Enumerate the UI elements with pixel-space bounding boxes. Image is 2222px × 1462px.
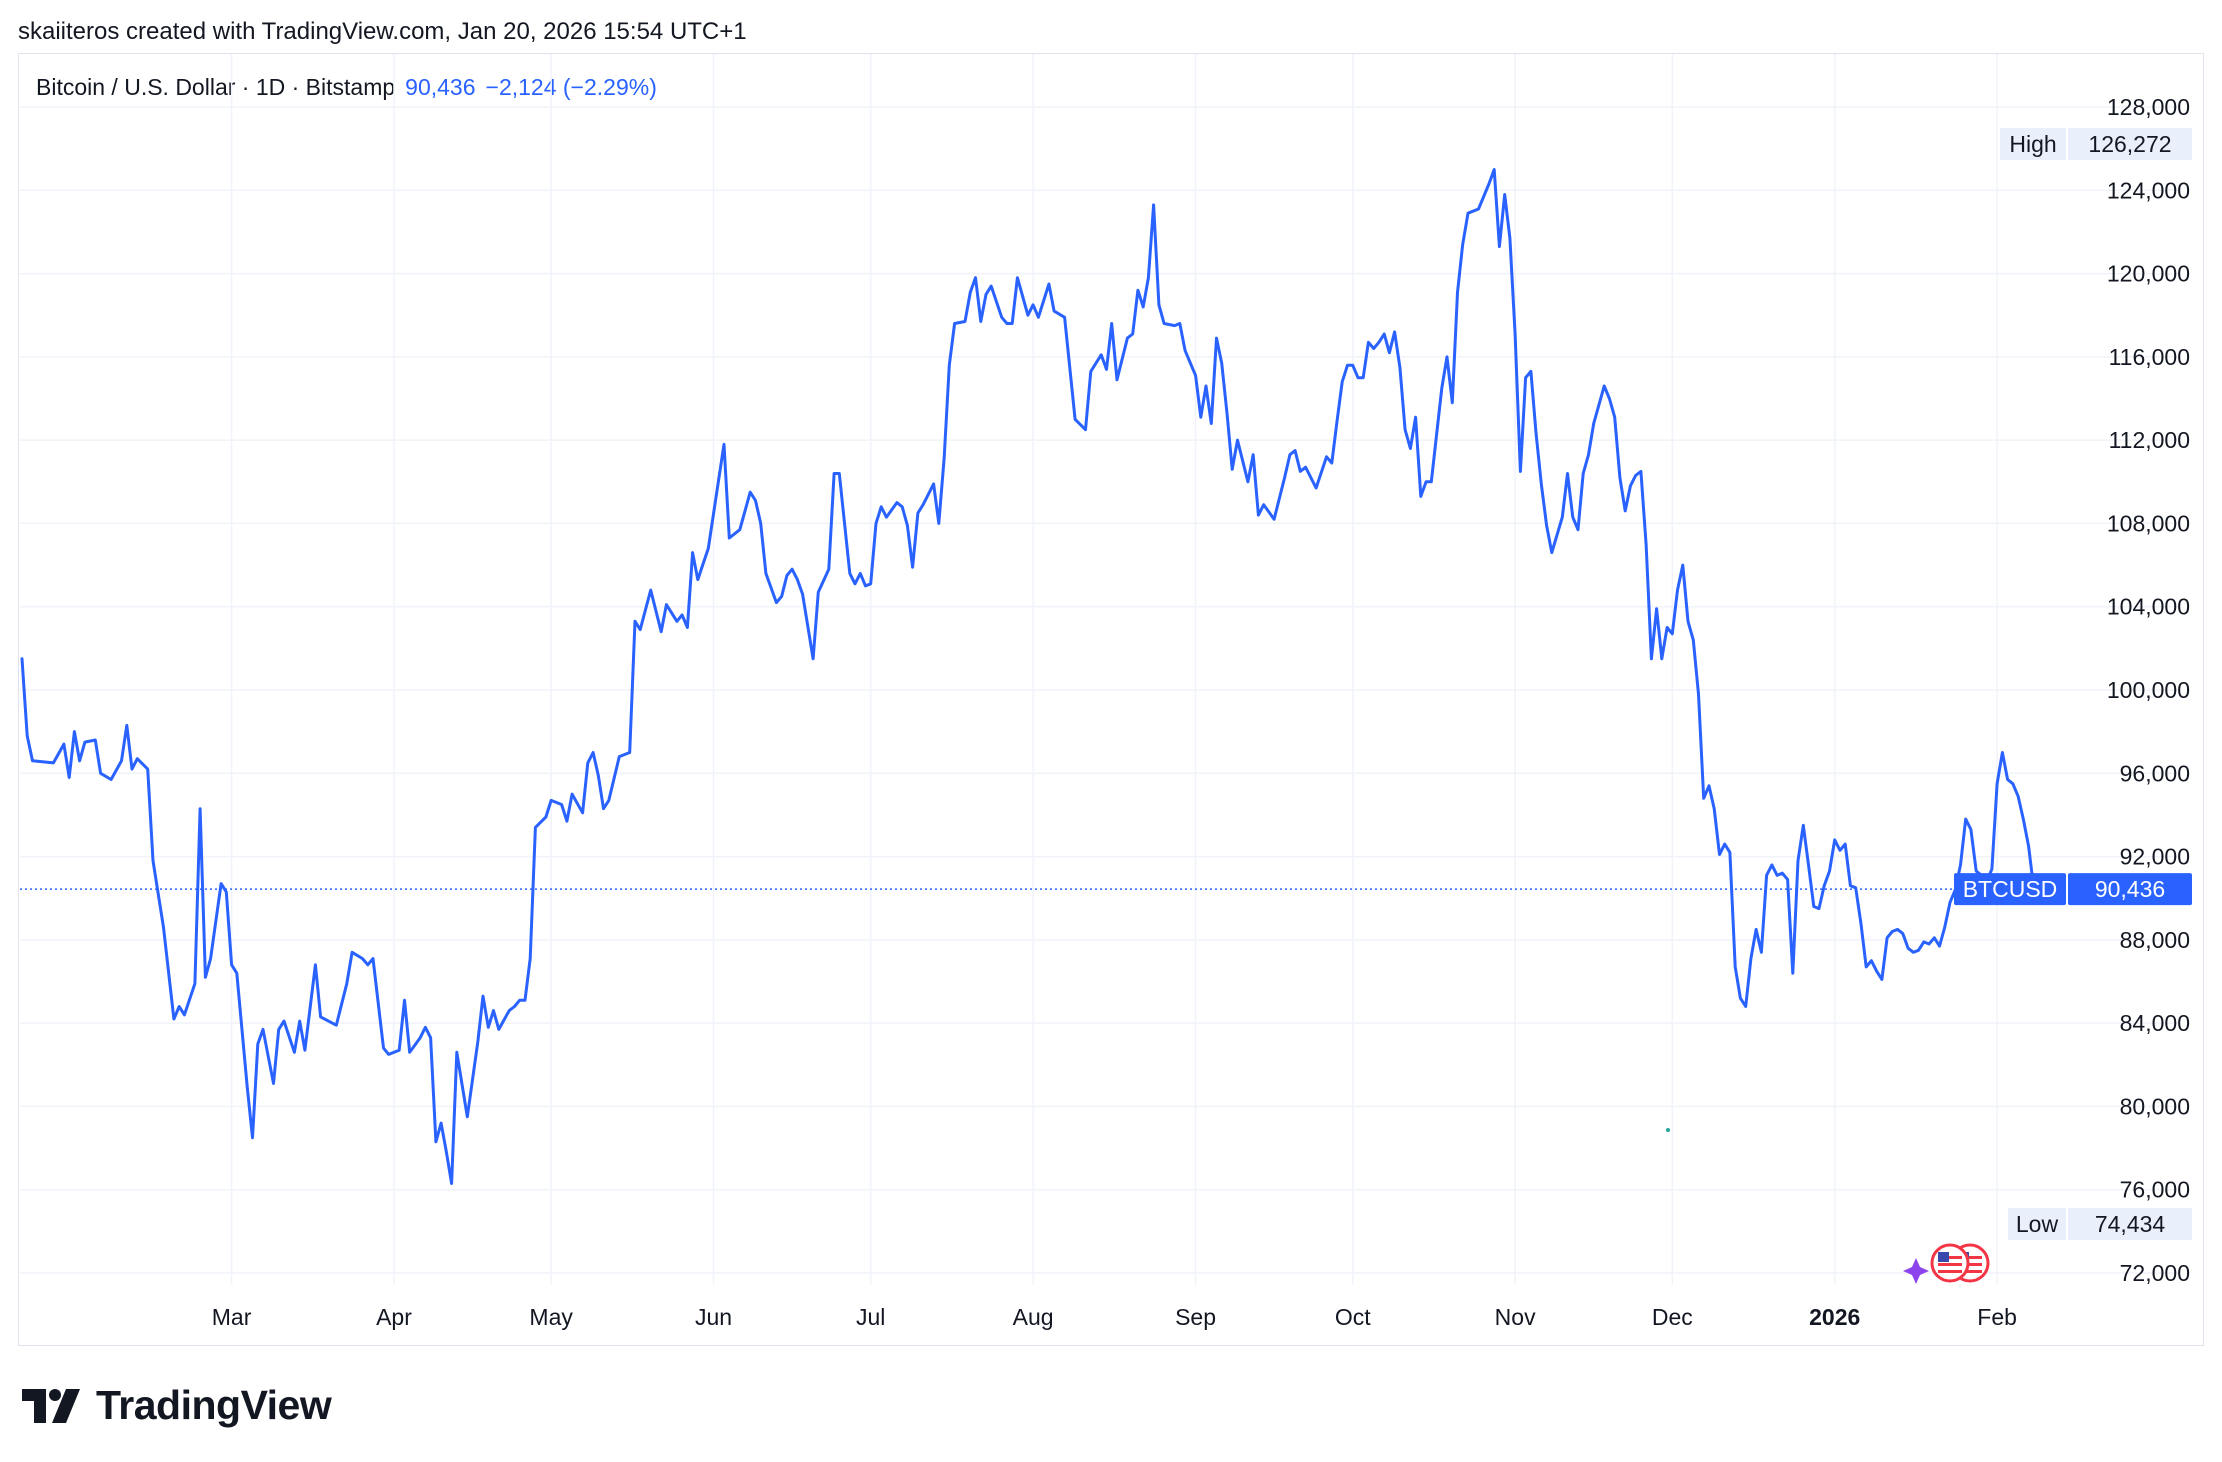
y-tick-label: 124,000 [2107,177,2190,203]
series-line-btcusd [20,168,2036,1185]
x-tick-label: Nov [1495,1304,1536,1330]
y-tick-label: 108,000 [2107,510,2190,536]
x-axis: Mar Apr May Jun Jul Aug Sep Oct Nov Dec 2026 Feb [212,1304,2017,1330]
last-price-axis-value: 90,436 [2095,876,2165,902]
high-badge: High 126,272 [2000,128,2192,160]
price-change-value: −2,124 (−2.29%) [485,74,657,100]
low-value: 74,434 [2095,1211,2166,1237]
teal-dot-marker [1666,1128,1670,1132]
last-price-symbol: BTCUSD [1963,876,2058,902]
y-tick-label: 100,000 [2107,677,2190,703]
x-tick-label: Jul [856,1304,885,1330]
x-tick-label: 2026 [1809,1304,1860,1330]
y-tick-label: 104,000 [2107,594,2190,620]
high-value: 126,272 [2088,131,2171,157]
x-tick-label: May [529,1304,573,1330]
last-price-value: 90,436 [405,74,476,100]
tradingview-logo-icon [22,1388,80,1423]
high-label: High [2009,131,2056,157]
economic-events[interactable] [1903,1243,1990,1284]
y-axis: 72,000 76,000 80,000 84,000 88,000 92,000 96,0… [2107,94,2190,1286]
x-tick-label: Jun [695,1304,732,1330]
low-label: Low [2016,1211,2059,1237]
y-tick-label: 116,000 [2109,344,2190,370]
tradingview-logo[interactable]: TradingView [22,1382,332,1429]
y-tick-label: 92,000 [2120,844,2190,870]
brand-name: TradingView [96,1382,332,1428]
x-tick-label: Sep [1175,1304,1216,1330]
sparkle-icon [1903,1258,1929,1284]
symbol-title[interactable]: Bitcoin / U.S. Dollar · 1D · Bitstamp [36,74,396,100]
y-tick-label: 96,000 [2120,760,2190,786]
x-tick-label: Feb [1977,1304,2017,1330]
chart-frame [18,53,2204,1346]
y-tick-label: 80,000 [2120,1093,2190,1119]
y-tick-label: 72,000 [2120,1260,2190,1286]
y-tick-label: 112,000 [2109,427,2190,453]
us-flag-event-icon[interactable] [1930,1243,1970,1283]
chart-grid [20,54,2180,1285]
y-tick-label: 128,000 [2107,94,2190,120]
x-tick-label: Apr [376,1304,412,1330]
x-tick-label: Mar [212,1304,252,1330]
y-tick-label: 76,000 [2120,1177,2190,1203]
symbol-legend: Bitcoin / U.S. Dollar · 1D · Bitstamp 90,… [36,74,657,101]
y-tick-label: 120,000 [2107,261,2190,287]
x-tick-label: Aug [1013,1304,1054,1330]
x-tick-label: Dec [1652,1304,1693,1330]
low-badge: Low 74,434 [2008,1208,2192,1240]
chart-caption: skaiiteros created with TradingView.com,… [18,18,747,45]
y-tick-label: 88,000 [2120,927,2190,953]
x-tick-label: Oct [1335,1304,1371,1330]
y-tick-label: 84,000 [2120,1010,2190,1036]
last-price-badge: BTCUSD 90,436 [1954,873,2192,906]
